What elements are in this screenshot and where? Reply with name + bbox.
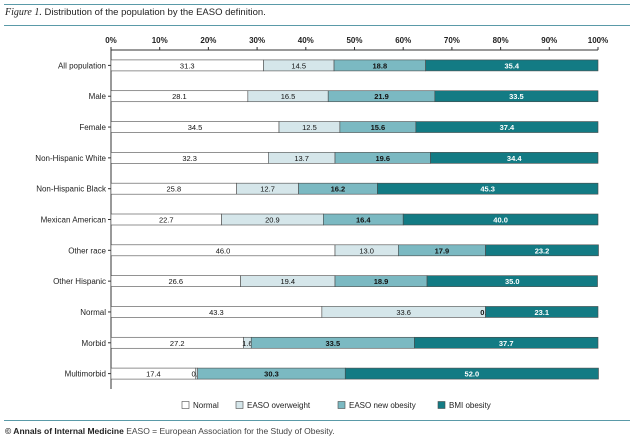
bar-segment (485, 306, 599, 318)
category-label: Morbid (82, 339, 106, 348)
x-tick-label: 70% (444, 36, 460, 45)
x-tick-label: 40% (298, 36, 314, 45)
data-label: 14.5 (291, 61, 306, 70)
source-credit: © Annals of Internal Medicine (5, 426, 124, 436)
data-label: 31.3 (180, 61, 195, 70)
data-label: 40.0 (493, 216, 508, 225)
data-label: 16.5 (281, 92, 296, 101)
data-label: 34.4 (507, 154, 522, 163)
bar-segment (434, 90, 599, 103)
bar-segment (426, 275, 598, 287)
data-label: 18.9 (374, 277, 389, 286)
data-label: 27.2 (170, 339, 185, 348)
category-label: Male (89, 92, 107, 101)
bar-segment (414, 336, 599, 349)
top-rule (4, 4, 630, 5)
data-label: 18.8 (373, 61, 388, 70)
category-label: Mexican American (41, 216, 106, 225)
data-label: 25.8 (167, 185, 182, 194)
data-label: 45.3 (480, 185, 495, 194)
figure-title: Figure 1. Distribution of the population… (5, 7, 266, 18)
legend-label: EASO new obesity (349, 401, 416, 410)
category-label: Normal (80, 308, 106, 317)
bar-segment (344, 367, 599, 380)
data-label: 19.4 (280, 277, 295, 286)
data-label: 13.0 (359, 246, 374, 255)
x-tick-label: 10% (152, 36, 168, 45)
data-label: 17.4 (146, 370, 161, 379)
x-tick-label: 20% (200, 36, 216, 45)
legend-label: EASO overweight (247, 401, 311, 410)
data-label: 20.9 (265, 216, 280, 225)
x-tick-label: 30% (249, 36, 265, 45)
data-label: 37.7 (499, 339, 514, 348)
legend-swatch (437, 401, 446, 409)
figure-source: © Annals of Internal Medicine EASO = Eur… (5, 426, 335, 436)
figure-caption: Distribution of the population by the EA… (44, 7, 266, 18)
data-label: 19.6 (375, 154, 390, 163)
legend-swatch (181, 401, 190, 409)
x-tick-label: 0% (105, 36, 117, 45)
data-label: 30.3 (264, 370, 279, 379)
data-label: 28.1 (172, 92, 187, 101)
x-tick-label: 90% (541, 36, 557, 45)
x-tick-label: 50% (346, 36, 362, 45)
data-label: 23.1 (534, 308, 549, 317)
legend-label: BMI obesity (449, 401, 491, 410)
x-tick-label: 100% (588, 36, 608, 45)
figure-label: Figure 1. (5, 7, 42, 18)
bar-segment (377, 182, 599, 195)
category-label: Female (79, 123, 106, 132)
data-label: 16.2 (331, 185, 346, 194)
source-note: EASO = European Association for the Stud… (126, 426, 335, 436)
data-label: 13.7 (294, 154, 309, 163)
data-label: 34.5 (188, 123, 203, 132)
data-label: 26.6 (168, 277, 183, 286)
data-label: 0.4 (191, 370, 201, 379)
category-label: Non-Hispanic White (35, 154, 106, 163)
data-label: 12.5 (302, 123, 317, 132)
data-label: 22.7 (159, 216, 174, 225)
data-label: 35.0 (505, 277, 520, 286)
data-label: 43.3 (209, 308, 224, 317)
legend-label: Normal (193, 401, 219, 410)
data-label: 52.0 (465, 370, 480, 379)
bar-segment (415, 121, 599, 133)
x-tick-label: 80% (493, 36, 509, 45)
data-label: 12.7 (260, 185, 275, 194)
category-label: Multimorbid (65, 370, 106, 379)
data-label: 21.9 (374, 92, 389, 101)
data-label: 32.3 (182, 154, 197, 163)
bar-segment (485, 244, 599, 257)
bar-segment (425, 59, 599, 72)
data-label: 16.4 (356, 216, 371, 225)
data-label: 33.5 (509, 92, 524, 101)
bottom-rule (4, 420, 630, 421)
x-tick-label: 60% (395, 36, 411, 45)
data-label: 35.4 (504, 61, 519, 70)
data-label: 15.6 (371, 123, 386, 132)
data-label: 17.9 (435, 246, 450, 255)
legend-swatch (337, 401, 346, 409)
category-label: All population (58, 61, 106, 70)
category-label: Other Hispanic (53, 277, 106, 286)
title-rule (4, 25, 630, 26)
data-label: 1.6 (242, 339, 252, 348)
data-label: 37.4 (500, 123, 515, 132)
bar-segment (402, 213, 599, 226)
legend-swatch (235, 401, 244, 409)
data-label: 33.6 (396, 308, 411, 317)
category-label: Other race (68, 246, 106, 255)
data-label: 46.0 (216, 246, 231, 255)
data-label: 33.5 (326, 339, 341, 348)
data-label: 23.2 (535, 246, 550, 255)
category-label: Non-Hispanic Black (36, 185, 107, 194)
bar-segment (430, 152, 599, 164)
